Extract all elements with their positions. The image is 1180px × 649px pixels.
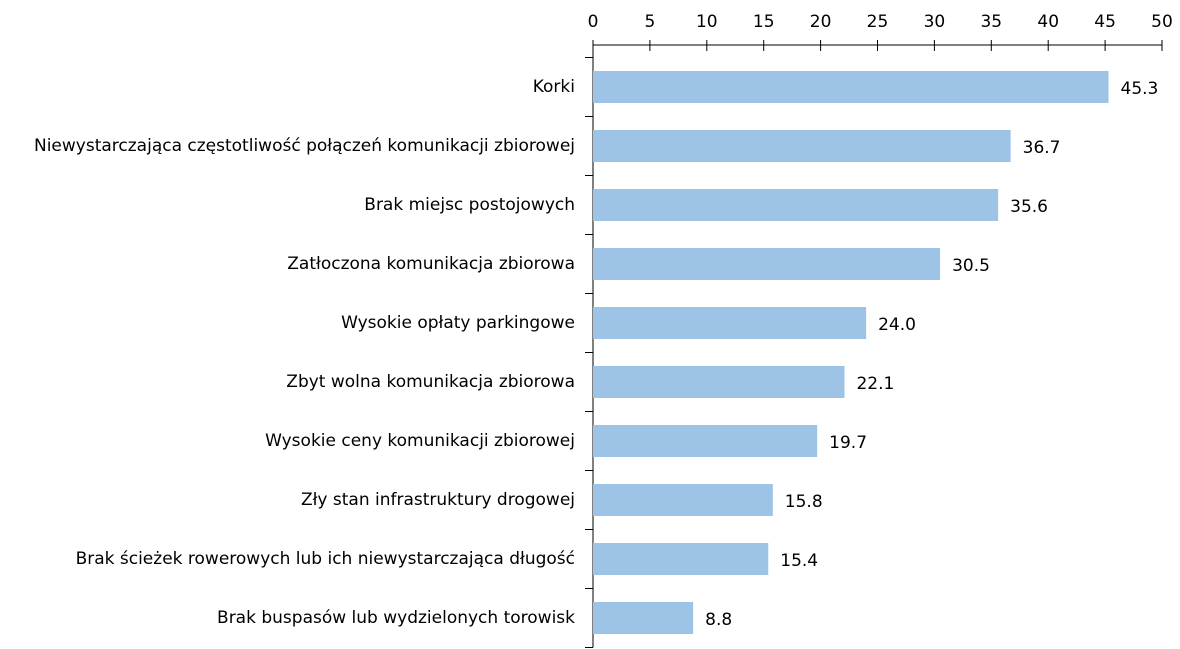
bar — [593, 602, 694, 634]
value-label: 36.7 — [1023, 138, 1061, 158]
category-label-text: Zbyt wolna komunikacja zbiorowa — [286, 372, 575, 392]
value-label: 30.5 — [952, 256, 990, 276]
x-tick-label: 35 — [980, 12, 1002, 32]
x-tick-label: 10 — [696, 12, 718, 32]
bar — [593, 543, 769, 575]
category-label: Brak miejsc postojowych — [0, 176, 575, 235]
category-label: Zatłoczona komunikacja zbiorowa — [0, 235, 575, 294]
value-label: 8.8 — [705, 610, 732, 630]
bar — [593, 307, 867, 339]
x-tick-label: 15 — [753, 12, 775, 32]
category-label: Niewystarczająca częstotliwość połączeń … — [0, 117, 575, 176]
category-label-text: Zatłoczona komunikacja zbiorowa — [287, 254, 575, 274]
value-label: 35.6 — [1010, 197, 1048, 217]
category-label-text: Wysokie ceny komunikacji zbiorowej — [265, 431, 575, 451]
bar — [593, 425, 818, 457]
x-tick-label: 25 — [867, 12, 889, 32]
category-label: Wysokie opłaty parkingowe — [0, 294, 575, 353]
category-label-text: Wysokie opłaty parkingowe — [341, 313, 575, 333]
value-label: 22.1 — [856, 374, 894, 394]
category-label-text: Brak buspasów lub wydzielonych torowisk — [217, 608, 575, 628]
bar — [593, 366, 845, 398]
category-label: Wysokie ceny komunikacji zbiorowej — [0, 412, 575, 471]
bar — [593, 484, 773, 516]
category-label-text: Niewystarczająca częstotliwość połączeń … — [33, 136, 575, 156]
value-label: 24.0 — [878, 315, 916, 335]
x-tick-label: 0 — [588, 12, 599, 32]
x-tick-label: 5 — [644, 12, 655, 32]
bar — [593, 71, 1109, 103]
value-label: 15.4 — [780, 551, 818, 571]
category-label: Brak ścieżek rowerowych lub ich niewysta… — [0, 530, 575, 589]
value-label: 45.3 — [1121, 79, 1159, 99]
category-label: Korki — [0, 58, 575, 117]
category-label-text: Zły stan infrastruktury drogowej — [300, 490, 575, 510]
category-label: Zbyt wolna komunikacja zbiorowa — [0, 353, 575, 412]
bar — [593, 248, 941, 280]
x-tick-label: 20 — [810, 12, 832, 32]
bar — [593, 130, 1011, 162]
category-label-text: Korki — [532, 77, 575, 97]
category-label: Brak buspasów lub wydzielonych torowisk — [0, 589, 575, 648]
category-label-text: Brak ścieżek rowerowych lub ich niewysta… — [75, 549, 575, 569]
x-tick-label: 50 — [1151, 12, 1173, 32]
x-tick-label: 40 — [1037, 12, 1059, 32]
value-label: 19.7 — [829, 433, 867, 453]
bar — [593, 189, 999, 221]
value-label: 15.8 — [785, 492, 823, 512]
x-tick-label: 30 — [924, 12, 946, 32]
category-label-text: Brak miejsc postojowych — [364, 195, 575, 215]
x-tick-label: 45 — [1094, 12, 1116, 32]
category-label: Zły stan infrastruktury drogowej — [0, 471, 575, 530]
